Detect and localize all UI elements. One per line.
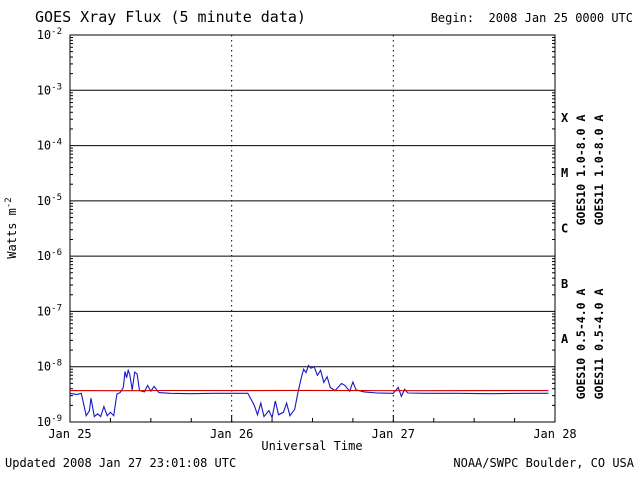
y-tick-label: 10-3 (37, 82, 62, 97)
legend-goes10-long: GOES10 1.0-8.0 A (574, 115, 588, 226)
x-tick-label: Jan 28 (533, 427, 576, 441)
y-tick-label: 10-7 (37, 303, 62, 318)
flare-class-label: A (561, 332, 569, 346)
x-tick-label: Jan 25 (48, 427, 91, 441)
y-tick-label: 10-6 (37, 248, 62, 263)
y-tick-label: 10-4 (37, 138, 62, 153)
x-tick-label: Jan 26 (210, 427, 253, 441)
y-tick-label: 10-8 (37, 359, 62, 374)
x-tick-label: Jan 27 (372, 427, 415, 441)
begin-time-label: Begin: 2008 Jan 25 0000 UTC (431, 11, 633, 25)
chart-title: GOES Xray Flux (5 minute data) (35, 8, 306, 26)
flare-class-label: B (561, 277, 568, 291)
grid-lines (69, 34, 556, 423)
y-tick-label: 10-2 (37, 27, 62, 42)
flare-class-label: M (561, 166, 568, 180)
series-goes10-long (69, 364, 549, 420)
legend-goes10-short: GOES10 0.5-4.0 A (574, 289, 588, 400)
series-legend: GOES10 1.0-8.0 A GOES11 1.0-8.0 A GOES10 0… (574, 115, 606, 400)
plot-border (69, 34, 556, 423)
data-series (69, 364, 549, 420)
y-tick-label: 10-9 (37, 414, 62, 429)
source-attribution: NOAA/SWPC Boulder, CO USA (453, 456, 634, 470)
y-axis-title: Watts m-2 (4, 197, 19, 258)
flare-class-label: C (561, 222, 568, 236)
x-axis-title: Universal Time (261, 439, 362, 453)
y-tick-label: 10-5 (37, 193, 62, 208)
flare-class-label: X (561, 111, 569, 125)
updated-timestamp: Updated 2008 Jan 27 23:01:08 UTC (5, 456, 236, 470)
legend-goes11-long: GOES11 1.0-8.0 A (592, 115, 606, 226)
legend-goes11-short: GOES11 0.5-4.0 A (592, 289, 606, 400)
